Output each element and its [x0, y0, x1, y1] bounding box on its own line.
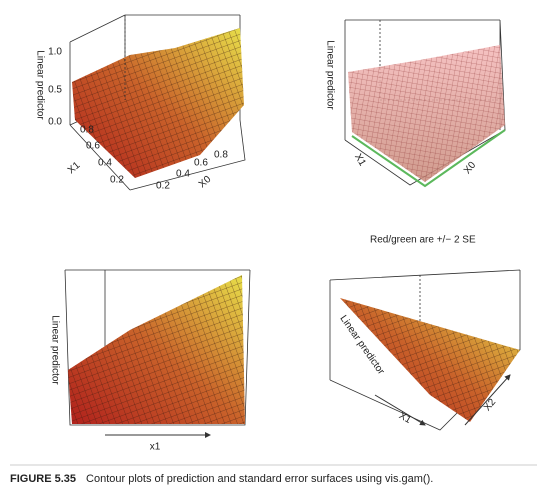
- se-band: [351, 129, 506, 188]
- z-label: Linear predictor: [34, 50, 45, 120]
- x1-label: X1: [352, 152, 368, 168]
- axis-arrow: [464, 374, 511, 426]
- note: Red/green are +/− 2 SE: [370, 235, 476, 246]
- x1-label: X1: [397, 410, 413, 426]
- z-tick: 0.5: [48, 85, 62, 96]
- z-label: Linear predictor: [324, 40, 335, 110]
- surface-mesh: [72, 28, 244, 178]
- panel-2: Linear predictor X1 X0 Red/green are +/−…: [324, 19, 506, 246]
- surface-mesh: [340, 298, 520, 422]
- caption: FIGURE 5.35 Contour plots of prediction a…: [10, 473, 433, 485]
- x1-tick: 0.8: [80, 125, 94, 136]
- panel-1: Linear predictor 1.0 0.5 0.0 0.8 0.6 0.4…: [34, 14, 246, 192]
- x1-label: X1: [66, 160, 83, 177]
- z-label: Linear predictor: [49, 315, 60, 385]
- surface-mesh: [68, 275, 245, 424]
- x0-label: X0: [462, 160, 479, 177]
- caption-text: Contour plots of prediction and standard…: [86, 473, 433, 485]
- x0-tick: 0.6: [194, 158, 208, 169]
- box: [329, 269, 521, 431]
- axis-arrow: [374, 394, 426, 426]
- surface-mesh: [348, 45, 505, 182]
- x0-tick: 0.8: [214, 150, 228, 161]
- x1-tick: 0.4: [98, 158, 112, 169]
- caption-label: FIGURE 5.35: [10, 473, 76, 485]
- x0-tick: 0.2: [156, 181, 170, 192]
- box: [64, 269, 251, 426]
- z-tick: 0.0: [48, 117, 62, 128]
- x-label: x1: [150, 442, 161, 453]
- x0-label: X0: [197, 174, 214, 191]
- x0-tick: 0.4: [176, 169, 190, 180]
- z-tick: 1.0: [48, 47, 62, 58]
- x1-tick: 0.6: [86, 141, 100, 152]
- panel-3: Linear predictor x1: [49, 269, 251, 453]
- x1-tick: 0.2: [110, 175, 124, 186]
- panel-4: Linear predictor X1 X2: [329, 269, 521, 431]
